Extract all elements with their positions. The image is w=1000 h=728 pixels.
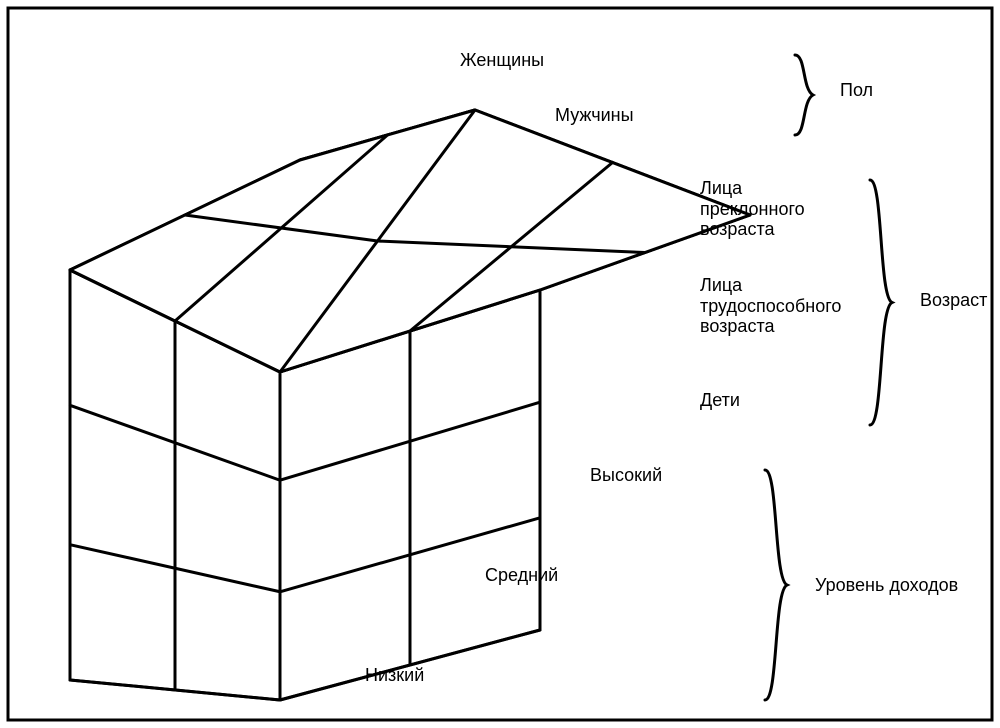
gender-label-1: Мужчины: [555, 105, 634, 126]
age-label-1: Лица трудоспособного возраста: [700, 275, 841, 337]
diagram-root: Пол Возраст Уровень доходов Женщины Мужчины Л…: [0, 0, 1000, 728]
gender-label-0: Женщины: [460, 50, 544, 71]
axis-label-age: Возраст: [920, 290, 987, 311]
income-label-2: Низкий: [365, 665, 424, 686]
diagram-svg: [0, 0, 1000, 728]
age-label-2: Дети: [700, 390, 740, 411]
axis-label-income: Уровень доходов: [815, 575, 958, 596]
income-label-1: Средний: [485, 565, 558, 586]
income-label-0: Высокий: [590, 465, 662, 486]
age-label-0: Лица преклонного возраста: [700, 178, 805, 240]
axis-label-gender: Пол: [840, 80, 873, 101]
